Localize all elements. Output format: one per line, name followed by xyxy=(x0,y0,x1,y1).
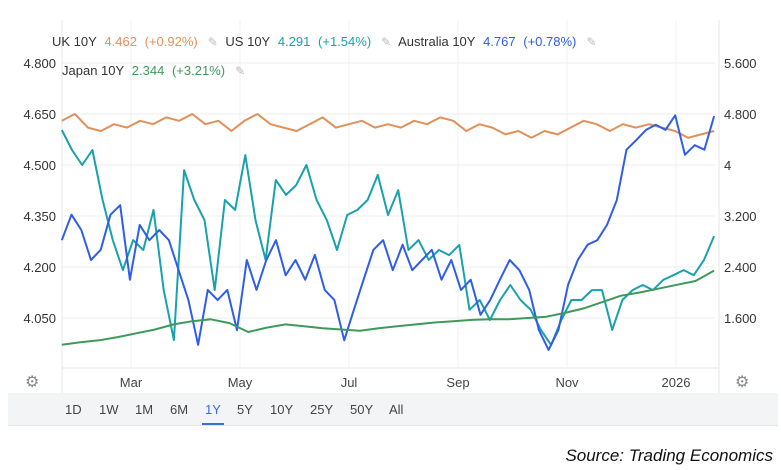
left-axis-tick-label: 4.500 xyxy=(23,158,56,173)
edit-pencil-icon[interactable]: ✎ xyxy=(207,35,218,49)
right-axis-tick-label: 4.800 xyxy=(724,107,757,122)
series-line-us-10y xyxy=(60,129,716,346)
range-25y[interactable]: 25Y xyxy=(310,402,334,417)
legend-row-1: UK 10Y 4.462 (+0.92%) ✎ US 10Y 4.291 (+1.… xyxy=(52,34,600,49)
x-axis-tick-label: Nov xyxy=(555,375,579,390)
x-axis-tick-label: Sep xyxy=(446,375,469,390)
legend-uk[interactable]: UK 10Y 4.462 (+0.92%) xyxy=(52,34,198,49)
legend-australia[interactable]: Australia 10Y 4.767 (+0.78%) xyxy=(398,34,577,49)
series-line-uk-10y xyxy=(61,113,715,139)
legend-japan[interactable]: Japan 10Y 2.344 (+3.21%) xyxy=(62,63,226,78)
range-10y[interactable]: 10Y xyxy=(270,402,294,417)
x-axis-tick-label: 2026 xyxy=(662,375,691,390)
range-6m[interactable]: 6M xyxy=(170,402,189,417)
right-axis-tick-label: 1.600 xyxy=(724,311,757,326)
series-line-japan-10y xyxy=(61,269,715,346)
range-1y[interactable]: 1Y xyxy=(202,402,224,425)
edit-pencil-icon[interactable]: ✎ xyxy=(235,64,246,78)
series-lines xyxy=(60,113,716,351)
right-axis-tick-label: 3.200 xyxy=(724,209,757,224)
right-axis-tick-label: 5.600 xyxy=(724,56,757,71)
range-5y[interactable]: 5Y xyxy=(237,402,253,417)
range-all[interactable]: All xyxy=(389,402,404,417)
legend-us[interactable]: US 10Y 4.291 (+1.54%) xyxy=(225,34,372,49)
legend-row-2: Japan 10Y 2.344 (+3.21%) ✎ xyxy=(62,63,249,78)
axis-ticks: 4.800 4.650 4.500 4.350 4.200 4.050 5.600 4.800… xyxy=(23,56,756,390)
left-axis-tick-label: 4.800 xyxy=(23,56,56,71)
left-axis-tick-label: 4.350 xyxy=(23,209,56,224)
range-50y[interactable]: 50Y xyxy=(350,402,374,417)
edit-pencil-icon[interactable]: ✎ xyxy=(381,35,392,49)
left-axis-tick-label: 4.050 xyxy=(23,311,56,326)
range-1w[interactable]: 1W xyxy=(99,402,119,417)
right-axis-settings-gear-icon[interactable]: ⚙ xyxy=(735,374,750,391)
x-axis-tick-label: May xyxy=(228,375,253,390)
left-axis-settings-gear-icon[interactable]: ⚙ xyxy=(25,374,40,391)
x-axis-tick-label: Mar xyxy=(120,375,143,390)
range-selector: 1D 1W 1M 6M 1Y 5Y 10Y 25Y 50Y All xyxy=(8,393,778,426)
range-1m[interactable]: 1M xyxy=(135,402,154,417)
right-axis-tick-label: 2.400 xyxy=(724,260,757,275)
series-line-australia-10y xyxy=(60,114,716,351)
left-axis-tick-label: 4.200 xyxy=(23,260,56,275)
source-caption: Source: Trading Economics xyxy=(565,446,773,465)
right-axis-tick-label: 4 xyxy=(724,158,731,173)
range-1d[interactable]: 1D xyxy=(65,402,82,417)
x-axis-tick-label: Jul xyxy=(341,375,358,390)
edit-pencil-icon[interactable]: ✎ xyxy=(586,35,597,49)
line-chart: 4.800 4.650 4.500 4.350 4.200 4.050 5.600 4.800… xyxy=(23,20,757,395)
left-axis-tick-label: 4.650 xyxy=(23,107,56,122)
